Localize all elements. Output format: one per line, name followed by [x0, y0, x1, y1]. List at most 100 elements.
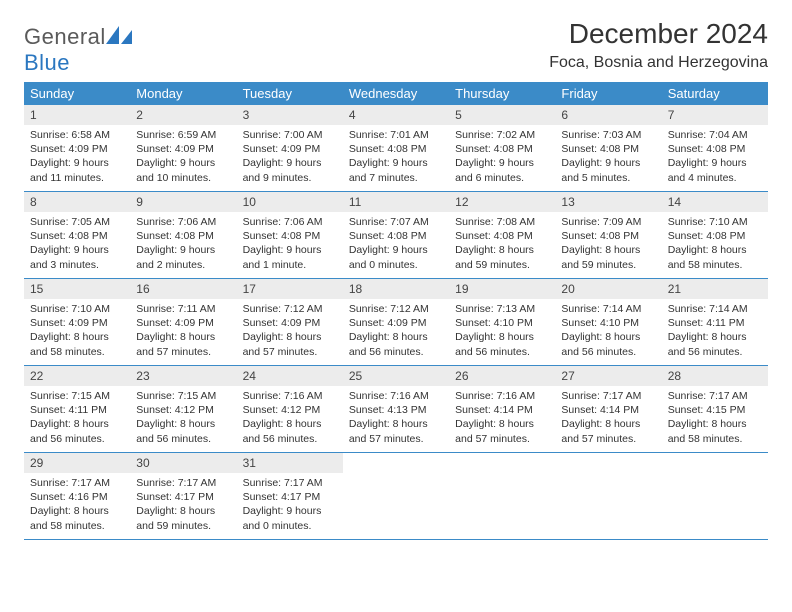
weeks-container: 1Sunrise: 6:58 AMSunset: 4:09 PMDaylight…	[24, 105, 768, 540]
day-body: Sunrise: 7:04 AMSunset: 4:08 PMDaylight:…	[662, 125, 768, 191]
day-body: Sunrise: 7:01 AMSunset: 4:08 PMDaylight:…	[343, 125, 449, 191]
day-body: Sunrise: 7:16 AMSunset: 4:12 PMDaylight:…	[237, 386, 343, 452]
sunset-line: Sunset: 4:09 PM	[243, 316, 337, 330]
day-number: 9	[130, 192, 236, 212]
day-number: 19	[449, 279, 555, 299]
day-number	[343, 453, 449, 473]
day-number: 10	[237, 192, 343, 212]
sunset-line: Sunset: 4:08 PM	[455, 229, 549, 243]
day-body: Sunrise: 7:10 AMSunset: 4:09 PMDaylight:…	[24, 299, 130, 365]
daylight-line: Daylight: 9 hours and 3 minutes.	[30, 243, 124, 271]
daylight-line: Daylight: 8 hours and 56 minutes.	[668, 330, 762, 358]
day-body: Sunrise: 7:13 AMSunset: 4:10 PMDaylight:…	[449, 299, 555, 365]
week-row: 8Sunrise: 7:05 AMSunset: 4:08 PMDaylight…	[24, 192, 768, 279]
day-number: 14	[662, 192, 768, 212]
day-number: 5	[449, 105, 555, 125]
day-number: 17	[237, 279, 343, 299]
daylight-line: Daylight: 8 hours and 56 minutes.	[561, 330, 655, 358]
sunrise-line: Sunrise: 7:02 AM	[455, 128, 549, 142]
day-cell: 9Sunrise: 7:06 AMSunset: 4:08 PMDaylight…	[130, 192, 236, 278]
day-body: Sunrise: 7:08 AMSunset: 4:08 PMDaylight:…	[449, 212, 555, 278]
sunrise-line: Sunrise: 7:13 AM	[455, 302, 549, 316]
day-cell: 10Sunrise: 7:06 AMSunset: 4:08 PMDayligh…	[237, 192, 343, 278]
sunset-line: Sunset: 4:14 PM	[455, 403, 549, 417]
day-cell: 23Sunrise: 7:15 AMSunset: 4:12 PMDayligh…	[130, 366, 236, 452]
sunset-line: Sunset: 4:09 PM	[136, 142, 230, 156]
daylight-line: Daylight: 8 hours and 58 minutes.	[30, 330, 124, 358]
brand-logo: General Blue	[24, 18, 132, 76]
day-number: 12	[449, 192, 555, 212]
day-number: 6	[555, 105, 661, 125]
day-number: 3	[237, 105, 343, 125]
sunrise-line: Sunrise: 7:17 AM	[136, 476, 230, 490]
day-number: 11	[343, 192, 449, 212]
daylight-line: Daylight: 8 hours and 56 minutes.	[455, 330, 549, 358]
daylight-line: Daylight: 9 hours and 9 minutes.	[243, 156, 337, 184]
brand-part1: General	[24, 24, 106, 49]
day-body: Sunrise: 7:12 AMSunset: 4:09 PMDaylight:…	[237, 299, 343, 365]
sunrise-line: Sunrise: 7:06 AM	[136, 215, 230, 229]
daylight-line: Daylight: 8 hours and 57 minutes.	[349, 417, 443, 445]
day-body: Sunrise: 6:58 AMSunset: 4:09 PMDaylight:…	[24, 125, 130, 191]
day-number: 20	[555, 279, 661, 299]
sunrise-line: Sunrise: 7:10 AM	[30, 302, 124, 316]
day-cell: 12Sunrise: 7:08 AMSunset: 4:08 PMDayligh…	[449, 192, 555, 278]
daylight-line: Daylight: 9 hours and 0 minutes.	[349, 243, 443, 271]
day-body: Sunrise: 7:11 AMSunset: 4:09 PMDaylight:…	[130, 299, 236, 365]
sunset-line: Sunset: 4:09 PM	[136, 316, 230, 330]
day-cell: 3Sunrise: 7:00 AMSunset: 4:09 PMDaylight…	[237, 105, 343, 191]
day-cell: 7Sunrise: 7:04 AMSunset: 4:08 PMDaylight…	[662, 105, 768, 191]
day-cell: 31Sunrise: 7:17 AMSunset: 4:17 PMDayligh…	[237, 453, 343, 539]
sunset-line: Sunset: 4:08 PM	[668, 142, 762, 156]
day-cell: 1Sunrise: 6:58 AMSunset: 4:09 PMDaylight…	[24, 105, 130, 191]
day-number: 28	[662, 366, 768, 386]
daylight-line: Daylight: 9 hours and 11 minutes.	[30, 156, 124, 184]
sunset-line: Sunset: 4:12 PM	[243, 403, 337, 417]
sunset-line: Sunset: 4:08 PM	[561, 142, 655, 156]
day-cell: 28Sunrise: 7:17 AMSunset: 4:15 PMDayligh…	[662, 366, 768, 452]
day-body: Sunrise: 7:17 AMSunset: 4:15 PMDaylight:…	[662, 386, 768, 452]
daylight-line: Daylight: 8 hours and 56 minutes.	[136, 417, 230, 445]
sunrise-line: Sunrise: 7:15 AM	[136, 389, 230, 403]
day-body: Sunrise: 7:03 AMSunset: 4:08 PMDaylight:…	[555, 125, 661, 191]
brand-name: General Blue	[24, 24, 132, 76]
day-cell: 24Sunrise: 7:16 AMSunset: 4:12 PMDayligh…	[237, 366, 343, 452]
daylight-line: Daylight: 8 hours and 58 minutes.	[30, 504, 124, 532]
daylight-line: Daylight: 9 hours and 5 minutes.	[561, 156, 655, 184]
daylight-line: Daylight: 8 hours and 56 minutes.	[30, 417, 124, 445]
day-number: 8	[24, 192, 130, 212]
day-cell: 29Sunrise: 7:17 AMSunset: 4:16 PMDayligh…	[24, 453, 130, 539]
sunset-line: Sunset: 4:13 PM	[349, 403, 443, 417]
day-number: 18	[343, 279, 449, 299]
sunrise-line: Sunrise: 7:16 AM	[455, 389, 549, 403]
sunrise-line: Sunrise: 7:16 AM	[349, 389, 443, 403]
sunset-line: Sunset: 4:08 PM	[243, 229, 337, 243]
week-row: 15Sunrise: 7:10 AMSunset: 4:09 PMDayligh…	[24, 279, 768, 366]
daylight-line: Daylight: 8 hours and 57 minutes.	[455, 417, 549, 445]
day-cell	[555, 453, 661, 539]
sunrise-line: Sunrise: 7:17 AM	[561, 389, 655, 403]
day-cell	[343, 453, 449, 539]
day-number: 26	[449, 366, 555, 386]
sunrise-line: Sunrise: 7:05 AM	[30, 215, 124, 229]
sunset-line: Sunset: 4:08 PM	[668, 229, 762, 243]
sunrise-line: Sunrise: 7:08 AM	[455, 215, 549, 229]
weekday-header: Thursday	[449, 82, 555, 105]
day-number: 27	[555, 366, 661, 386]
sunset-line: Sunset: 4:08 PM	[455, 142, 549, 156]
sunrise-line: Sunrise: 7:14 AM	[561, 302, 655, 316]
day-number: 25	[343, 366, 449, 386]
daylight-line: Daylight: 8 hours and 59 minutes.	[561, 243, 655, 271]
sunrise-line: Sunrise: 7:16 AM	[243, 389, 337, 403]
sunrise-line: Sunrise: 7:00 AM	[243, 128, 337, 142]
day-cell: 19Sunrise: 7:13 AMSunset: 4:10 PMDayligh…	[449, 279, 555, 365]
day-body: Sunrise: 7:05 AMSunset: 4:08 PMDaylight:…	[24, 212, 130, 278]
daylight-line: Daylight: 8 hours and 56 minutes.	[243, 417, 337, 445]
day-number: 21	[662, 279, 768, 299]
daylight-line: Daylight: 8 hours and 58 minutes.	[668, 417, 762, 445]
day-body: Sunrise: 7:00 AMSunset: 4:09 PMDaylight:…	[237, 125, 343, 191]
sunrise-line: Sunrise: 7:14 AM	[668, 302, 762, 316]
day-body: Sunrise: 7:16 AMSunset: 4:14 PMDaylight:…	[449, 386, 555, 452]
sunrise-line: Sunrise: 6:58 AM	[30, 128, 124, 142]
day-body: Sunrise: 7:14 AMSunset: 4:10 PMDaylight:…	[555, 299, 661, 365]
